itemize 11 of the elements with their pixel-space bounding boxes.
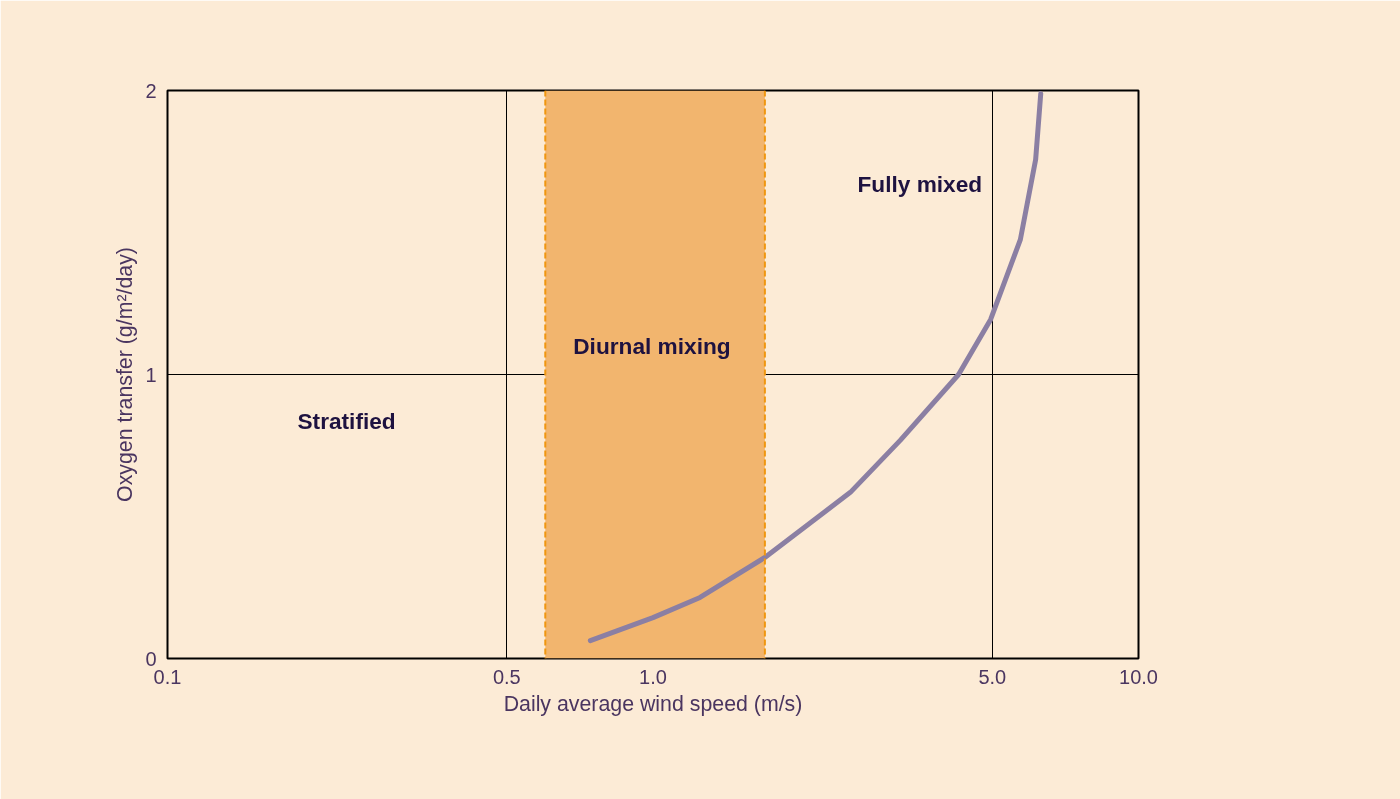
x-tick-label: 1.0 [639, 665, 667, 688]
x-tick-label: 0.5 [492, 665, 521, 688]
x-axis-title: Daily average wind speed (m/s) [503, 691, 803, 716]
y-tick-label: 2 [145, 79, 157, 102]
annotation: Stratified [297, 407, 396, 434]
band-label: Diurnal mixing [573, 333, 731, 360]
y-tick-label: 1 [145, 363, 157, 386]
annotation: Fully mixed [857, 170, 983, 197]
x-tick-label: 10.0 [1119, 665, 1158, 688]
x-tick-label: 5.0 [978, 665, 1007, 688]
y-axis-title: Oxygen transfer (g/m²/day) [113, 247, 138, 502]
